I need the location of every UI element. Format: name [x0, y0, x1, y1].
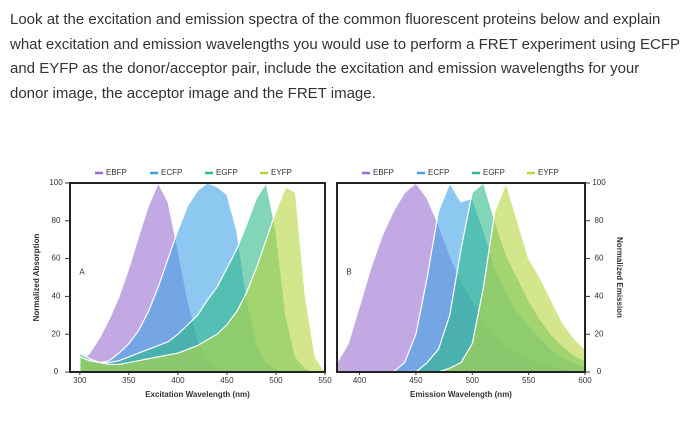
x-tick-label: 600 — [578, 376, 592, 385]
x-axis-label: Emission Wavelength (nm) — [410, 390, 512, 399]
legend-label: EGFP — [483, 168, 505, 177]
plot-frame — [69, 182, 326, 373]
x-tick-label: 500 — [466, 376, 480, 385]
x-tick-label: 400 — [171, 376, 185, 385]
y-axis-label: Normalized Absorption — [32, 234, 41, 322]
x-tick-label: 400 — [353, 376, 367, 385]
y-axis-label: Normalized Emission — [615, 237, 624, 318]
y-tick-label: 40 — [52, 292, 61, 301]
y-tick-label: 0 — [54, 367, 59, 376]
y-tick-label: 0 — [597, 367, 602, 376]
x-tick-label: 500 — [269, 376, 283, 385]
plot-frame — [336, 182, 586, 373]
y-tick-label: 20 — [52, 329, 61, 338]
legend-label: EBFP — [373, 168, 394, 177]
x-tick-label: 550 — [522, 376, 536, 385]
question-text: Look at the excitation and emission spec… — [10, 11, 680, 102]
y-tick-label: 60 — [52, 254, 61, 263]
legend-label: ECFP — [428, 168, 449, 177]
legend-label: ECFP — [161, 168, 182, 177]
y-tick-label: 60 — [595, 254, 604, 263]
legend-label: EGFP — [216, 168, 238, 177]
x-tick-label: 450 — [409, 376, 423, 385]
panel-label: A — [79, 268, 85, 277]
y-tick-label: 100 — [49, 178, 63, 187]
x-tick-label: 300 — [73, 376, 87, 385]
x-tick-label: 450 — [220, 376, 234, 385]
x-axis-label: Excitation Wavelength (nm) — [145, 390, 250, 399]
y-tick-label: 80 — [52, 216, 61, 225]
spectrum-area — [79, 185, 327, 373]
legend-label: EYFP — [538, 168, 559, 177]
y-tick-label: 100 — [592, 178, 606, 187]
x-tick-label: 550 — [318, 376, 332, 385]
y-tick-label: 20 — [595, 329, 604, 338]
legend-label: EYFP — [271, 168, 292, 177]
legend-label: EBFP — [106, 168, 127, 177]
panel-label: B — [346, 268, 351, 277]
y-tick-label: 80 — [595, 216, 604, 225]
y-tick-label: 40 — [595, 292, 604, 301]
x-tick-label: 350 — [122, 376, 136, 385]
